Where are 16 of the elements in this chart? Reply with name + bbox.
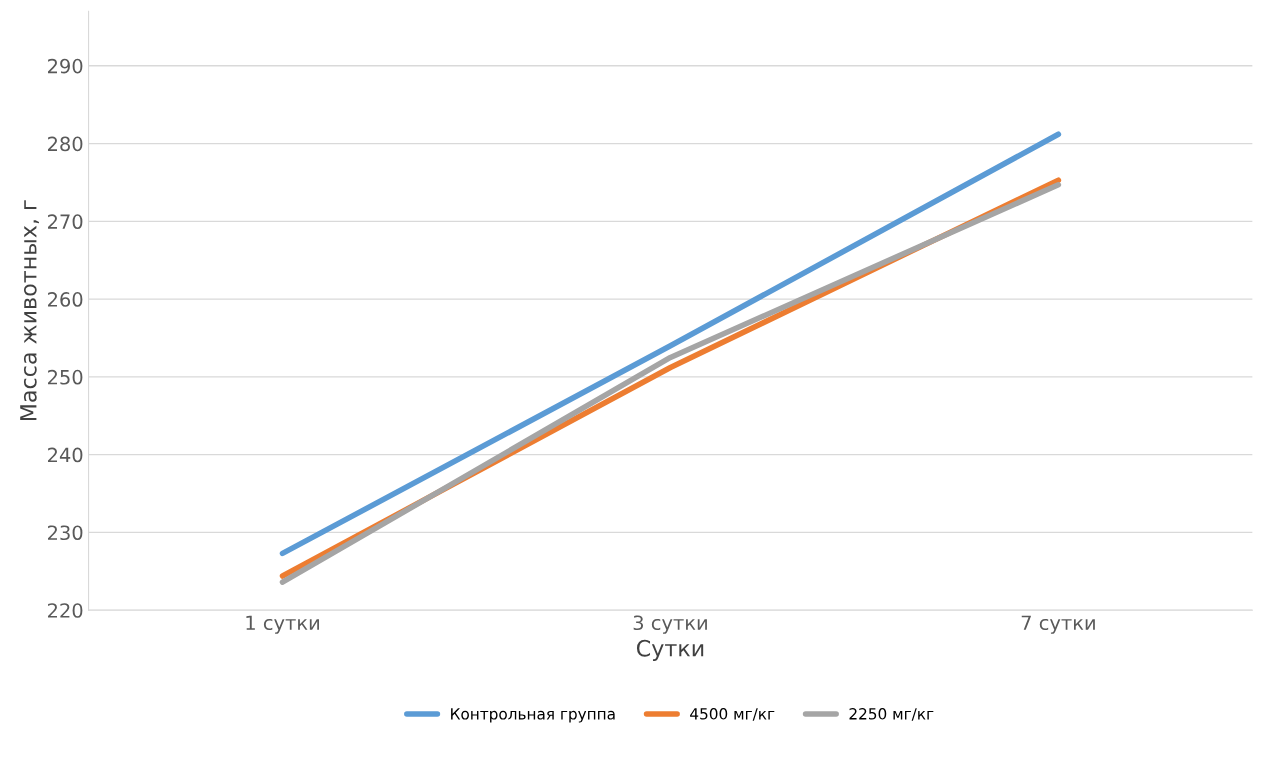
x-tick-label: 7 сутки [1021, 615, 1095, 634]
y-tick-label: 280 [48, 136, 83, 152]
y-tick-label: 290 [48, 58, 83, 74]
y-tick-label: 240 [48, 447, 83, 463]
legend-label: 4500 мг/кг [690, 708, 775, 721]
y-tick-label: 260 [48, 292, 83, 307]
legend-label: 2250 мг/кг [849, 708, 934, 721]
x-axis-title: Сутки [636, 639, 704, 661]
legend-label: Контрольная группа [451, 708, 615, 723]
y-tick-label: 270 [48, 214, 83, 230]
y-axis-title: Масса животных, г [20, 200, 39, 421]
y-tick-label: 250 [48, 369, 83, 385]
y-tick-label: 230 [48, 525, 83, 541]
x-tick-label: 1 сутки [246, 615, 319, 634]
y-tick-label: 220 [48, 603, 83, 618]
x-tick-label: 3 сутки [633, 615, 707, 634]
